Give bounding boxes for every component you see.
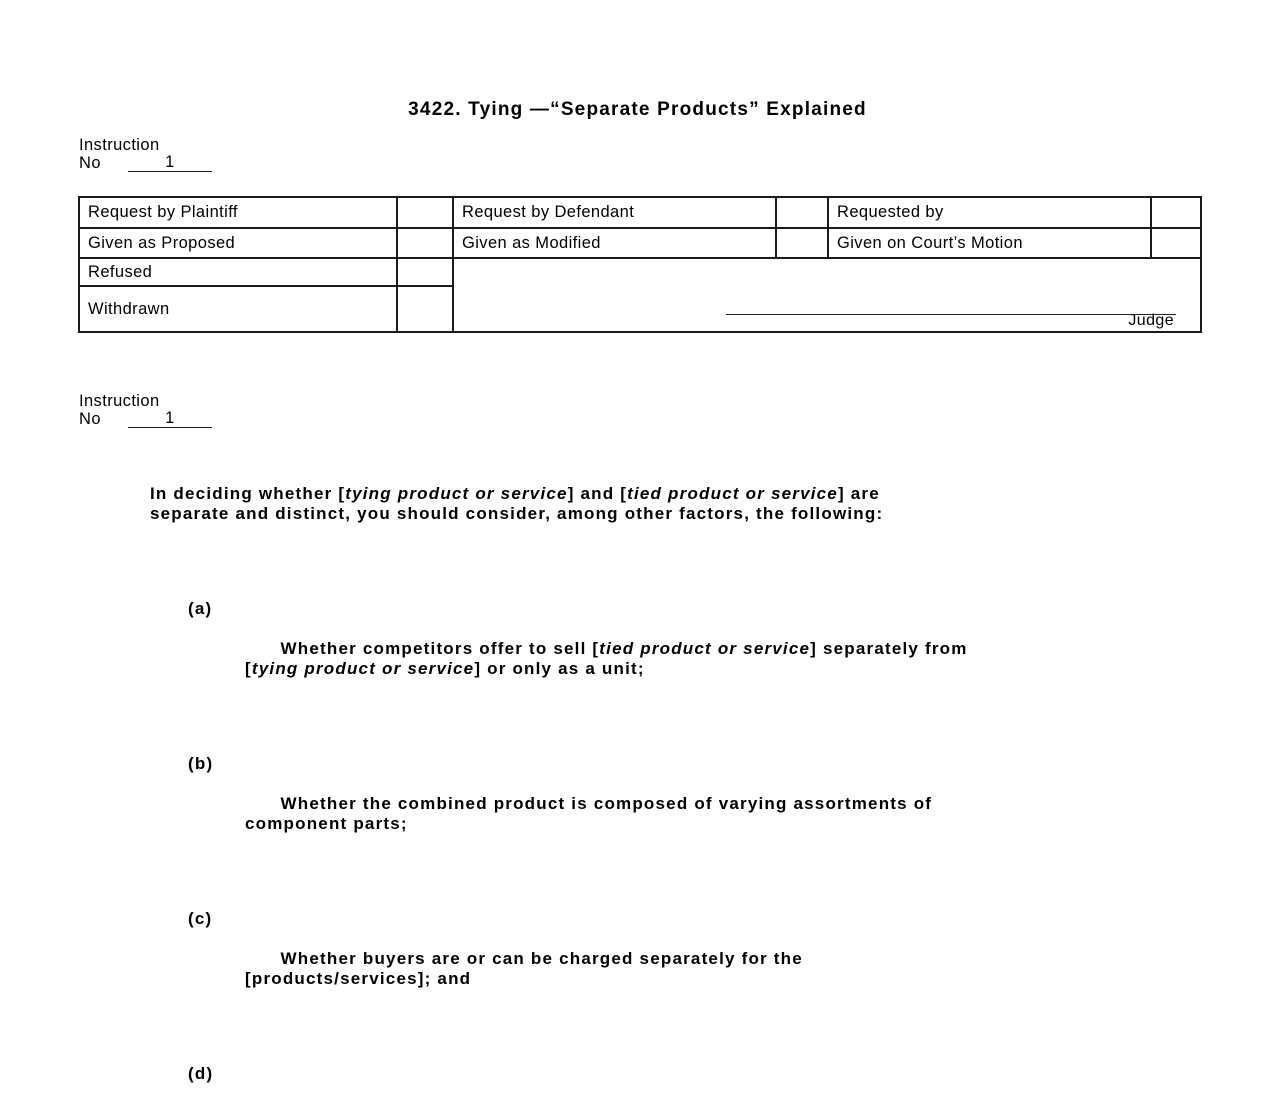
item-label: (b) bbox=[188, 754, 214, 773]
instruction-no-value: 1 bbox=[127, 154, 212, 172]
cell-refused: Refused bbox=[78, 257, 398, 287]
checkbox-cell-given-as-modified bbox=[775, 227, 829, 259]
cell-requested-by: Requested by bbox=[827, 196, 1152, 229]
cell-given-on-courts-motion: Given on Court’s Motion bbox=[827, 227, 1152, 259]
judge-label: Judge bbox=[1128, 312, 1174, 329]
item-label: (c) bbox=[188, 909, 213, 928]
cell-given-as-modified: Given as Modified bbox=[452, 227, 777, 259]
item-label: (a) bbox=[188, 599, 213, 618]
instruction-label: Instruction bbox=[79, 136, 160, 154]
list-item-c: (c) Whether buyers are or can be charged… bbox=[150, 909, 1220, 1009]
checkbox-cell-refused bbox=[396, 257, 454, 287]
list-item-a: (a) Whether competitors offer to sell [t… bbox=[150, 599, 1220, 699]
instruction-no-label: No bbox=[79, 410, 101, 428]
judge-signature-cell: Judge bbox=[452, 257, 1202, 333]
item-text: Whether competitors offer to sell [tied … bbox=[245, 639, 968, 678]
checkbox-cell-withdrawn bbox=[396, 285, 454, 333]
item-text: Whether buyers are or can be charged sep… bbox=[245, 949, 803, 988]
cell-given-as-proposed: Given as Proposed bbox=[78, 227, 398, 259]
instruction-label: Instruction bbox=[79, 392, 160, 410]
checkbox-cell-given-on-courts-motion bbox=[1150, 227, 1202, 259]
checkbox-cell-requested-by bbox=[1150, 196, 1202, 229]
checkbox-cell-request-by-defendant bbox=[775, 196, 829, 229]
judge-signature-line bbox=[726, 314, 1176, 315]
item-label: (d) bbox=[188, 1064, 214, 1083]
instruction-no-label: No bbox=[79, 154, 101, 172]
instruction-no-value: 1 bbox=[127, 410, 212, 428]
cell-withdrawn: Withdrawn bbox=[78, 285, 398, 333]
list-item-d: (d) Whether [name of defendant] ever sel… bbox=[150, 1064, 1220, 1100]
instruction-no-block-bottom: Instruction No 1 bbox=[79, 392, 212, 428]
checkbox-cell-given-as-proposed bbox=[396, 227, 454, 259]
instruction-no-block-top: Instruction No 1 bbox=[79, 136, 212, 172]
item-text: Whether the combined product is composed… bbox=[245, 794, 933, 833]
intro-paragraph: In deciding whether [tying product or se… bbox=[150, 484, 884, 523]
list-item-b: (b) Whether the combined product is comp… bbox=[150, 754, 1220, 854]
checkbox-cell-request-by-plaintiff bbox=[396, 196, 454, 229]
request-status-table: Request by Plaintiff Request by Defendan… bbox=[78, 196, 1202, 333]
page-title: 3422. Tying —“Separate Products” Explain… bbox=[408, 99, 867, 120]
instruction-body: In deciding whether [tying product or se… bbox=[150, 444, 1220, 1100]
cell-request-by-defendant: Request by Defendant bbox=[452, 196, 777, 229]
cell-request-by-plaintiff: Request by Plaintiff bbox=[78, 196, 398, 229]
